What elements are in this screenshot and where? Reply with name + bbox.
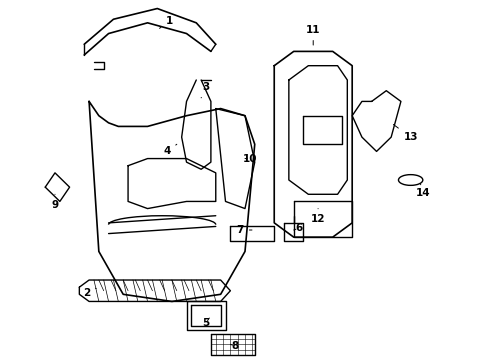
- Text: 6: 6: [294, 223, 302, 233]
- Text: 1: 1: [160, 16, 173, 28]
- Text: 2: 2: [83, 288, 97, 297]
- Text: 4: 4: [163, 144, 177, 157]
- Text: 14: 14: [416, 184, 430, 198]
- Text: 9: 9: [51, 194, 58, 210]
- Text: 8: 8: [230, 341, 239, 351]
- Text: 13: 13: [393, 125, 418, 142]
- Text: 7: 7: [237, 225, 252, 235]
- Text: 10: 10: [243, 154, 257, 163]
- Text: 5: 5: [202, 318, 210, 328]
- Text: 3: 3: [201, 82, 210, 98]
- Text: 12: 12: [311, 208, 325, 224]
- Text: 11: 11: [306, 25, 320, 45]
